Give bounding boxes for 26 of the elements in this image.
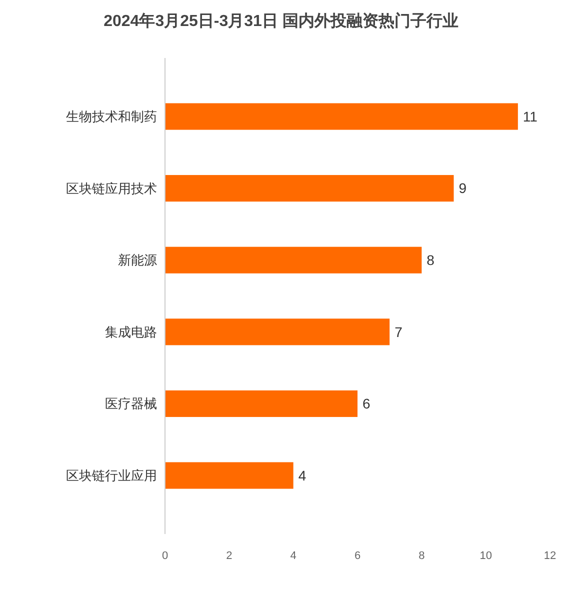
bar <box>165 318 390 346</box>
y-tick-label: 区块链行业应用 <box>66 468 157 484</box>
y-tick-label: 医疗器械 <box>105 396 157 412</box>
x-tick-label: 10 <box>480 550 492 562</box>
data-label: 6 <box>362 396 370 412</box>
x-tick-label: 12 <box>544 550 556 562</box>
data-label: 9 <box>458 180 467 196</box>
y-tick-label: 生物技术和制药 <box>66 109 157 124</box>
x-tick-label: 0 <box>162 550 168 562</box>
x-tick-label: 4 <box>290 550 296 562</box>
bar <box>165 175 454 202</box>
data-label: 7 <box>394 324 403 340</box>
bar <box>165 462 294 489</box>
x-tick-label: 8 <box>418 550 425 562</box>
y-tick-label: 集成电路 <box>105 324 157 340</box>
y-tick-label: 区块链应用技术 <box>66 180 157 196</box>
chart-title: 2024年3月25日-3月31日 国内外投融资热门子行业 <box>104 11 458 30</box>
y-tick-label: 新能源 <box>118 252 157 268</box>
bar <box>165 103 518 130</box>
bar <box>165 390 358 417</box>
data-label: 4 <box>298 467 306 484</box>
data-label: 8 <box>426 252 435 268</box>
bar <box>165 246 422 274</box>
data-label: 11 <box>522 108 538 124</box>
x-tick-label: 6 <box>354 550 361 562</box>
x-tick-label: 2 <box>226 550 232 562</box>
